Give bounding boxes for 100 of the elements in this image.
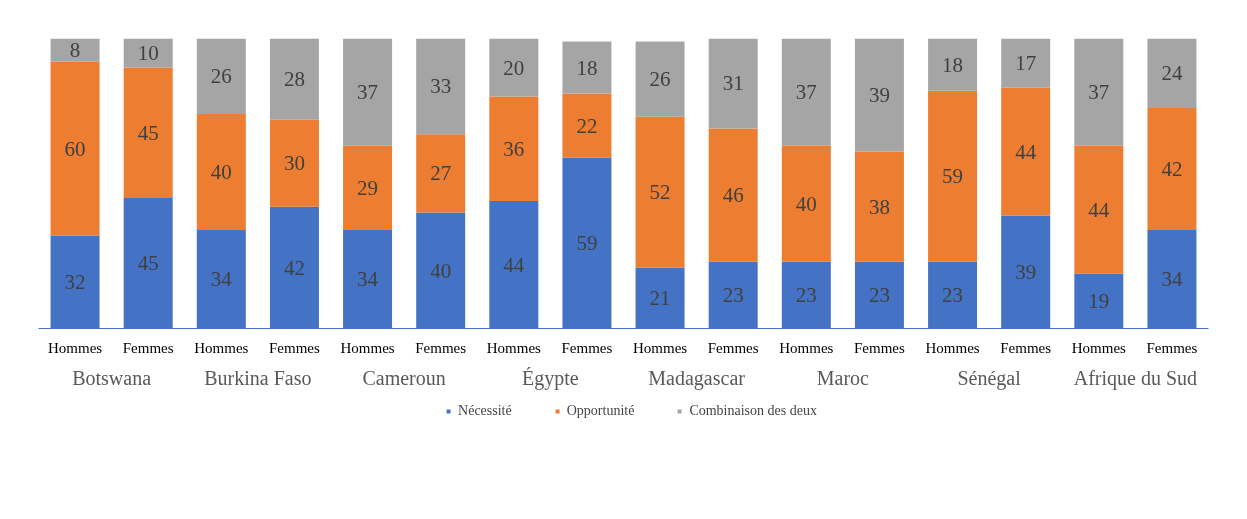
data-label: 22 [576,113,598,138]
bar [781,145,831,262]
bar [416,134,466,213]
data-label: 21 [649,286,671,311]
data-label: 42 [1161,157,1183,181]
x-tick-label: Hommes [47,339,103,356]
x-tick-label: Hommes [340,339,395,356]
data-label: 40 [210,159,232,184]
text: Botswana [72,366,152,389]
data-label: 31 [722,71,744,96]
text: Maroc [816,366,870,389]
bar [1074,145,1124,274]
data-label: 27 [430,161,452,186]
data-label: 32 [64,270,86,295]
data-label: 44 [503,252,525,277]
bar [123,67,173,198]
data-label: 29 [357,175,379,200]
data-label: 18 [942,52,964,77]
bar [1147,108,1197,230]
bar [1147,38,1197,109]
data-label: 42 [283,255,305,280]
data-label: 23 [795,283,817,308]
bar [635,116,685,268]
bar [1074,38,1124,146]
bar [269,38,319,120]
text: Égypte [522,366,579,390]
bar [562,41,612,94]
x-tick-label: Femmes [122,339,174,356]
legend-label: Combinaison des deux [689,403,817,419]
bar [489,96,539,201]
bar [1001,38,1051,88]
data-label: 24 [1161,61,1183,86]
bar [708,128,758,262]
bar [562,93,612,158]
x-tick-label: Femmes [561,339,613,356]
bar [928,90,978,262]
text: Sénégal [957,366,1022,390]
data-label: 17 [1015,51,1037,76]
data-label: 37 [795,80,817,105]
data-label: 8 [69,38,81,63]
text: Madagascar [648,366,746,390]
bar [50,61,100,236]
text: Afrique du Sud [1073,366,1198,390]
legend-label: Opportunité [566,403,635,419]
data-label: 45 [137,251,159,276]
bar [854,38,904,152]
data-label: 26 [210,64,232,89]
bar [1001,87,1051,216]
data-label: 37 [357,80,379,105]
data-label: 36 [503,136,525,161]
bar [416,38,466,135]
data-label: 34 [1161,267,1183,292]
data-label: 44 [1088,197,1110,222]
data-label: 23 [722,283,744,308]
x-tick-label: Femmes [1146,339,1198,356]
bar [269,119,319,207]
data-label: 59 [942,164,964,189]
data-label: 44 [1015,139,1037,164]
data-label: 26 [649,67,671,92]
bar [50,38,100,62]
data-label: 39 [868,83,890,108]
bar [196,38,246,114]
x-tick-label: Femmes [707,339,759,356]
data-label: 23 [868,283,890,308]
bar [928,38,978,91]
bar [708,38,758,129]
data-label: 40 [430,258,452,283]
data-label: 37 [1088,80,1110,105]
bar [781,38,831,146]
data-label: 52 [649,180,671,205]
x-tick-label: Hommes [1071,339,1127,356]
bar [489,38,539,97]
x-tick-label: Hommes [194,339,249,356]
data-label: 28 [283,67,305,92]
data-label: 40 [795,191,817,216]
data-label: 46 [722,183,744,208]
data-label: 39 [1015,259,1037,284]
data-label: 20 [503,55,525,80]
x-tick-label: Hommes [779,339,834,356]
data-label: 23 [942,283,964,308]
text: Burkina Faso [204,366,312,389]
x-tick-label: Hommes [486,339,542,356]
bar [343,145,393,230]
data-label: 59 [576,230,598,255]
data-label: 34 [210,267,233,292]
data-label: 34 [357,267,379,292]
x-tick-label: Femmes [415,339,467,356]
x-tick-label: Hommes [925,339,980,356]
data-label: 19 [1088,288,1110,313]
x-tick-label: Hommes [632,339,688,356]
x-tick-label: Femmes [854,339,906,356]
data-label: 60 [64,136,86,161]
data-label: 45 [137,120,159,145]
data-label: 30 [283,151,305,176]
x-tick-label: Femmes [269,339,321,356]
data-label: 38 [868,194,890,219]
bar [854,151,904,262]
bar [343,38,393,146]
legend-label: Nécessité [458,403,512,419]
data-label: 33 [430,74,452,99]
